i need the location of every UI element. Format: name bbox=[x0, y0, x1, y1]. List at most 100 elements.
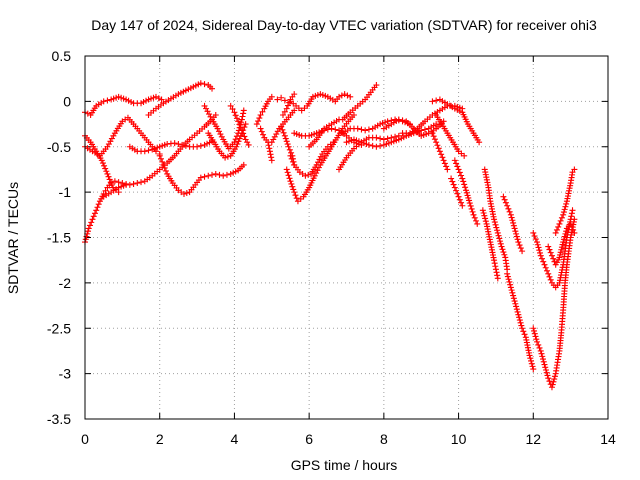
data-point bbox=[453, 187, 460, 194]
series-track-21 bbox=[287, 139, 337, 179]
data-point bbox=[235, 118, 242, 125]
data-point bbox=[528, 357, 535, 364]
series-track-5 bbox=[82, 111, 219, 246]
series-track-1 bbox=[82, 93, 165, 118]
data-point bbox=[100, 98, 107, 105]
data-point bbox=[528, 360, 535, 367]
data-point bbox=[85, 225, 92, 232]
data-point bbox=[494, 272, 501, 279]
x-tick-label: 2 bbox=[156, 431, 164, 447]
data-point bbox=[519, 325, 526, 332]
data-point bbox=[504, 202, 511, 209]
x-tick-label: 0 bbox=[81, 431, 89, 447]
data-point bbox=[539, 353, 546, 360]
data-point bbox=[506, 278, 513, 285]
data-point bbox=[399, 117, 406, 124]
data-point bbox=[240, 110, 247, 117]
data-point bbox=[233, 115, 240, 122]
data-point bbox=[281, 132, 288, 139]
data-point bbox=[439, 154, 446, 161]
data-point bbox=[101, 162, 108, 169]
data-point bbox=[205, 172, 212, 179]
data-point bbox=[268, 93, 275, 100]
data-point bbox=[99, 160, 106, 167]
data-point bbox=[330, 139, 337, 146]
data-point bbox=[498, 243, 505, 250]
data-point bbox=[288, 149, 295, 156]
data-point bbox=[505, 276, 512, 283]
data-point bbox=[240, 107, 247, 114]
data-point bbox=[513, 306, 520, 313]
data-point bbox=[547, 249, 554, 256]
data-point bbox=[287, 178, 294, 185]
series-track-32 bbox=[451, 157, 481, 227]
data-point bbox=[216, 171, 223, 178]
data-point bbox=[516, 317, 523, 324]
data-point bbox=[504, 273, 511, 280]
data-point bbox=[526, 352, 533, 359]
data-point bbox=[316, 156, 323, 163]
data-point bbox=[209, 85, 216, 92]
series-track-16 bbox=[274, 94, 288, 104]
data-point bbox=[481, 212, 488, 219]
y-tick-label: -1.5 bbox=[47, 230, 71, 246]
data-point bbox=[556, 220, 563, 227]
data-point bbox=[451, 157, 458, 164]
data-point bbox=[569, 207, 576, 214]
data-point bbox=[507, 211, 514, 218]
data-point bbox=[546, 273, 553, 280]
y-tick-label: -3 bbox=[59, 366, 72, 382]
data-point bbox=[512, 228, 519, 235]
data-point bbox=[130, 180, 137, 187]
data-point bbox=[546, 246, 553, 253]
data-point bbox=[568, 210, 575, 217]
data-point bbox=[501, 251, 508, 258]
data-point bbox=[521, 331, 528, 338]
data-point bbox=[537, 249, 544, 256]
data-point bbox=[429, 130, 436, 137]
data-point bbox=[201, 81, 208, 88]
data-point bbox=[84, 110, 91, 117]
data-point bbox=[256, 115, 263, 122]
data-point bbox=[182, 142, 189, 149]
x-tick-label: 14 bbox=[600, 431, 616, 447]
data-point bbox=[362, 127, 369, 134]
y-tick-label: -3.5 bbox=[47, 411, 71, 427]
data-point bbox=[302, 172, 309, 179]
data-point bbox=[421, 126, 428, 133]
data-point bbox=[224, 153, 231, 160]
data-point bbox=[255, 118, 262, 125]
data-point bbox=[563, 228, 570, 235]
data-point bbox=[530, 229, 537, 236]
data-point bbox=[552, 229, 559, 236]
data-point bbox=[517, 245, 524, 252]
data-point bbox=[98, 157, 105, 164]
data-point bbox=[88, 219, 95, 226]
data-point bbox=[571, 166, 578, 173]
data-point bbox=[562, 230, 569, 237]
data-point bbox=[538, 350, 545, 357]
data-point bbox=[448, 175, 455, 182]
data-point bbox=[509, 289, 516, 296]
data-point bbox=[161, 164, 168, 171]
data-point bbox=[152, 148, 159, 155]
data-point bbox=[541, 261, 548, 268]
data-point bbox=[373, 134, 380, 141]
data-point bbox=[284, 102, 291, 109]
data-point bbox=[194, 143, 201, 150]
data-point bbox=[90, 213, 97, 220]
data-point bbox=[532, 236, 539, 243]
data-point bbox=[562, 203, 569, 210]
data-point bbox=[542, 264, 549, 271]
data-point bbox=[209, 171, 216, 178]
data-point bbox=[268, 157, 275, 164]
data-point bbox=[257, 125, 264, 132]
data-point bbox=[289, 158, 296, 165]
series-track-13 bbox=[253, 93, 275, 128]
data-point bbox=[531, 327, 538, 334]
data-point bbox=[509, 217, 516, 224]
data-point bbox=[103, 168, 110, 175]
x-tick-label: 8 bbox=[380, 431, 388, 447]
series-track-11 bbox=[227, 102, 252, 148]
